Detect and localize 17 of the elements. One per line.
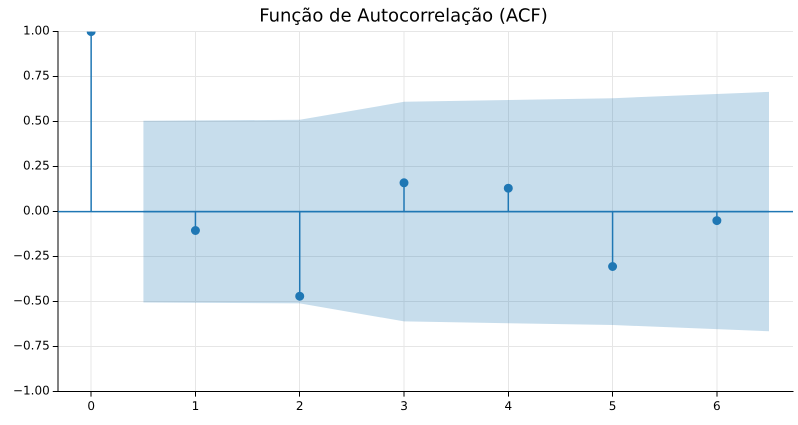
x-tick-label: 1 bbox=[192, 398, 200, 413]
y-tick-label: 0.50 bbox=[23, 114, 50, 128]
y-tick-label: 0.25 bbox=[23, 158, 50, 173]
x-tick-label: 2 bbox=[296, 398, 304, 413]
y-tick-label: −0.50 bbox=[12, 294, 50, 308]
y-tick-label: 0.00 bbox=[23, 204, 50, 218]
y-tick-label: −0.75 bbox=[12, 338, 50, 353]
x-tick-label: 5 bbox=[608, 398, 616, 413]
y-tick-label: −0.25 bbox=[12, 248, 50, 263]
y-tick-label: 0.75 bbox=[23, 68, 50, 83]
x-tick-label: 6 bbox=[713, 398, 721, 413]
y-tick-label: −1.00 bbox=[12, 384, 50, 398]
y-tick-label: 1.00 bbox=[23, 24, 50, 38]
x-tick-label: 0 bbox=[87, 398, 95, 413]
x-tick-label: 4 bbox=[504, 398, 512, 413]
x-tick-label: 3 bbox=[400, 398, 408, 413]
chart-title: Função de Autocorrelação (ACF) bbox=[259, 5, 548, 26]
